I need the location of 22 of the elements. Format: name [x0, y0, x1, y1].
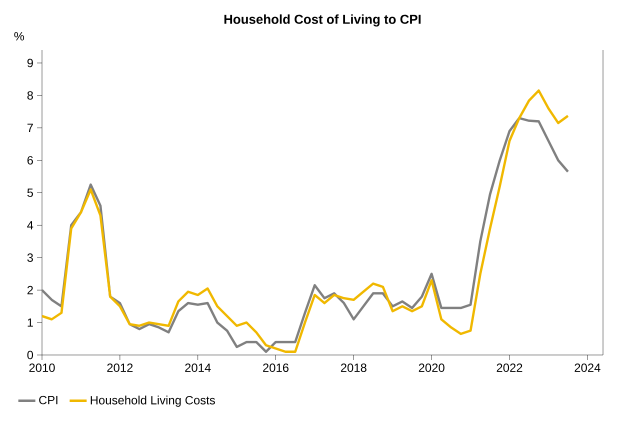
y-tick-label: 1: [28, 318, 33, 327]
y-tick-label: 2: [27, 286, 33, 294]
x-tick-label: 2012: [107, 364, 133, 372]
y-tick-label: 9: [27, 58, 33, 68]
x-tick-label: 2024: [574, 364, 600, 372]
legend-label: CPI: [39, 396, 58, 404]
y-tick-label: 4: [27, 221, 34, 230]
y-axis-title: %: [14, 32, 24, 40]
x-tick-label: 2020: [418, 364, 444, 372]
legend-label: Household Living Costs: [90, 396, 215, 407]
x-tick-label: 2022: [496, 364, 522, 372]
x-tick-label: 2010: [29, 364, 55, 372]
y-tick-label: 0: [27, 350, 34, 360]
y-tick-label: 6: [27, 156, 33, 165]
x-tick-label: 2014: [185, 364, 211, 372]
y-tick-label: 7: [27, 124, 33, 132]
x-tick-label: 2016: [263, 364, 289, 372]
y-tick-label: 5: [27, 188, 33, 197]
y-tick-label: 8: [27, 91, 33, 100]
chart-title: Household Cost of Living to CPI: [224, 14, 421, 27]
x-tick-label: 2018: [340, 364, 366, 372]
y-tick-label: 3: [27, 253, 33, 262]
